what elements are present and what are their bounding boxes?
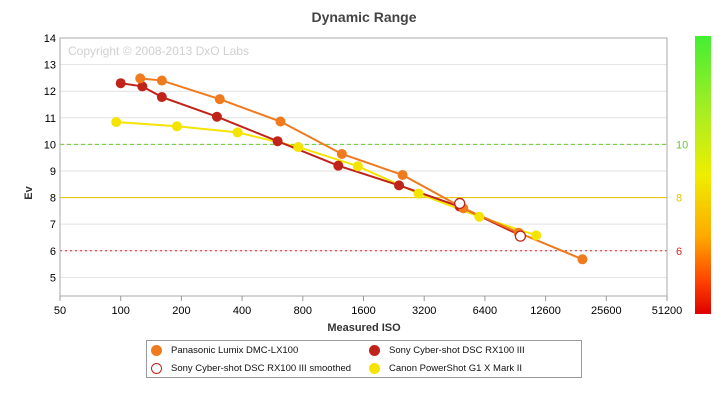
series-layer: [111, 73, 588, 265]
legend-item-canon-g1x-mark-ii[interactable]: Canon PowerShot G1 X Mark II: [365, 359, 583, 377]
x-tick-label: 800: [294, 305, 312, 317]
reference-lines: 10 8 6: [60, 139, 688, 258]
legend-marker-sony-rx100-iii: [369, 344, 380, 356]
y-tick-label: 6: [50, 246, 56, 258]
data-point: [211, 111, 222, 122]
data-point: [232, 127, 243, 138]
data-point: [111, 117, 122, 128]
data-point: [333, 160, 344, 171]
axis-ticks: 5 6 7 8 9 10 11 12 13 14 50 100 200 400 800 1600 3200 640…: [44, 33, 683, 317]
legend-item-sony-rx100-iii-smoothed[interactable]: Sony Cyber-shot DSC RX100 III smoothed: [147, 359, 365, 377]
right-axis-label-8: 8: [676, 193, 682, 205]
data-point: [115, 78, 126, 89]
data-point: [275, 116, 286, 127]
data-point: [293, 142, 304, 153]
data-point: [474, 211, 485, 222]
data-point: [156, 75, 167, 86]
legend-label: Sony Cyber-shot DSC RX100 III smoothed: [171, 362, 352, 374]
data-point: [577, 254, 588, 265]
legend-label: Sony Cyber-shot DSC RX100 III: [389, 344, 525, 356]
x-tick-label: 200: [172, 305, 190, 317]
data-point: [413, 188, 424, 199]
copyright-watermark: Copyright © 2008-2013 DxO Labs: [68, 44, 249, 58]
chart-title: Dynamic Range: [311, 9, 416, 25]
y-tick-label: 10: [44, 139, 56, 151]
x-tick-label: 50: [54, 305, 66, 317]
series-line: [116, 121, 537, 237]
legend-label: Canon PowerShot G1 X Mark II: [389, 362, 523, 374]
data-point: [336, 148, 347, 159]
data-point: [214, 94, 225, 105]
data-point: [352, 161, 363, 172]
legend: Panasonic Lumix DMC-LX100 Sony Cyber-sho…: [146, 340, 582, 378]
y-tick-label: 14: [44, 33, 56, 45]
y-tick-label: 8: [50, 193, 56, 205]
x-tick-label: 1600: [351, 305, 375, 317]
y-tick-label: 11: [45, 113, 56, 125]
legend-item-panasonic-lx100[interactable]: Panasonic Lumix DMC-LX100: [147, 341, 365, 359]
x-tick-label: 25600: [591, 305, 622, 317]
data-point: [272, 136, 283, 147]
x-tick-label: 6400: [473, 305, 497, 317]
data-point: [397, 169, 408, 180]
data-point: [135, 73, 146, 84]
data-point: [137, 81, 148, 92]
x-tick-label: 400: [233, 305, 251, 317]
x-tick-label: 100: [112, 305, 130, 317]
y-tick-label: 5: [50, 272, 56, 284]
data-point: [171, 121, 182, 132]
legend-label: Panasonic Lumix DMC-LX100: [171, 344, 299, 356]
legend-marker-canon-g1x-mark-ii: [369, 362, 380, 374]
data-point: [454, 197, 466, 210]
data-point: [514, 230, 527, 242]
x-tick-label: 3200: [412, 305, 436, 317]
series-line: [120, 82, 521, 237]
x-axis-title: Measured ISO: [327, 322, 401, 334]
y-tick-label: 13: [44, 60, 56, 72]
y-tick-label: 7: [50, 219, 56, 231]
data-point: [394, 180, 405, 191]
legend-marker-panasonic-lx100: [151, 344, 162, 356]
x-tick-label: 12600: [530, 305, 561, 317]
right-axis-label-10: 10: [676, 139, 688, 151]
right-axis-label-6: 6: [676, 246, 682, 258]
grid-layer: [60, 37, 667, 278]
legend-item-sony-rx100-iii[interactable]: Sony Cyber-shot DSC RX100 III: [365, 341, 583, 359]
data-point: [531, 230, 542, 241]
dynamic-range-color-scale: [695, 36, 711, 314]
data-point: [156, 92, 167, 103]
y-axis-title: Ev: [23, 185, 35, 199]
y-tick-label: 9: [50, 166, 56, 178]
legend-marker-sony-rx100-iii-smoothed: [151, 362, 162, 374]
x-tick-label: 51200: [652, 305, 683, 317]
y-tick-label: 12: [44, 86, 56, 98]
